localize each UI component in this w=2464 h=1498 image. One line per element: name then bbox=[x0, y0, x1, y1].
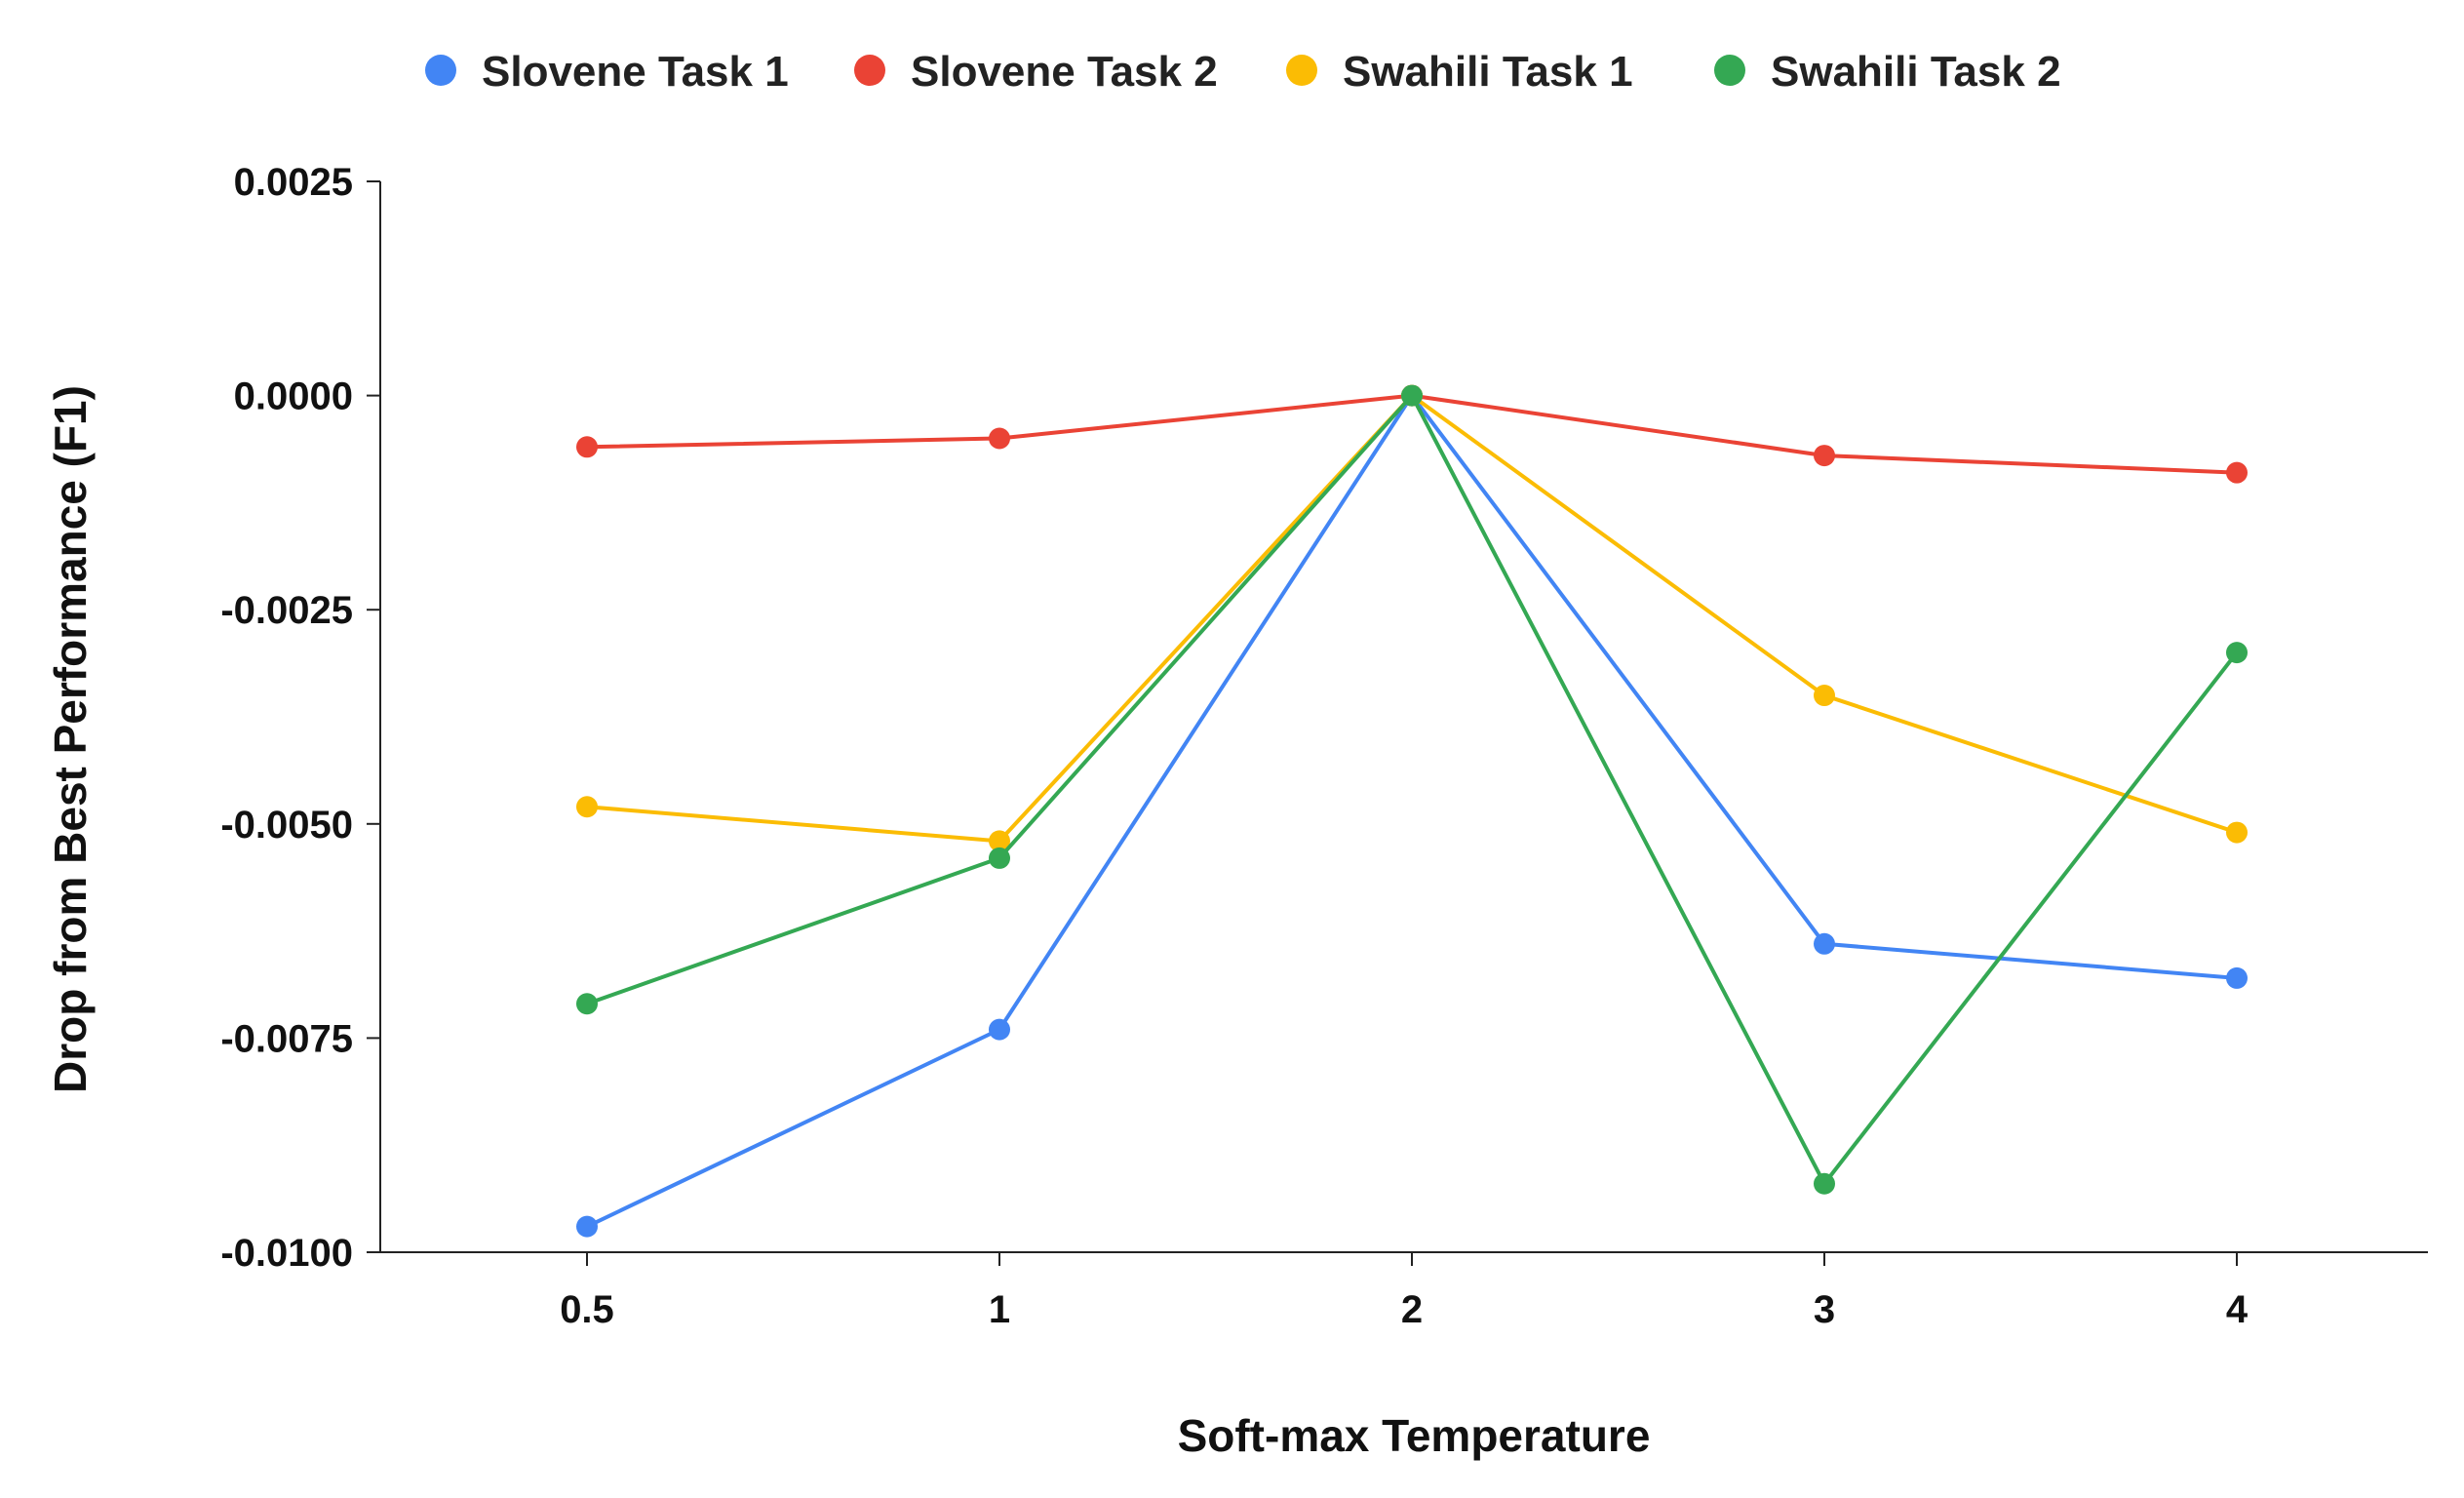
axes bbox=[379, 181, 2428, 1253]
y-tick-label: -0.0100 bbox=[220, 1232, 353, 1275]
data-point bbox=[1814, 445, 1835, 467]
data-point bbox=[2226, 966, 2248, 989]
series-slovene-task-1 bbox=[576, 384, 2248, 1238]
y-tick-label: 0.0025 bbox=[234, 161, 353, 204]
series-swahili-task-1 bbox=[576, 384, 2248, 852]
y-tick-label: 0.0000 bbox=[234, 375, 353, 418]
legend: Slovene Task 1 Slovene Task 2 Swahili Task… bbox=[425, 48, 2061, 96]
y-axis-title: Drop from Best Performance (F1) bbox=[45, 385, 96, 1093]
x-tick-label: 3 bbox=[1814, 1288, 1835, 1331]
data-point bbox=[1814, 685, 1835, 707]
x-axis-title: Soft-max Temperature bbox=[1178, 1410, 1651, 1461]
series-line bbox=[586, 393, 2239, 1186]
series-line bbox=[586, 393, 2238, 475]
data-point bbox=[989, 830, 1010, 852]
data-point bbox=[576, 1215, 598, 1238]
legend-item: Slovene Task 1 bbox=[425, 48, 789, 96]
data-point bbox=[2226, 461, 2248, 484]
legend-marker bbox=[1286, 55, 1317, 86]
y-axis-ticks: 0.0025 0.0000 -0.0025 -0.0050 -0.0075 -0.0100 bbox=[220, 161, 380, 1275]
legend-item: Slovene Task 2 bbox=[854, 48, 1218, 96]
x-axis-ticks: 0.5 1 2 3 4 bbox=[560, 1252, 2249, 1331]
legend-marker bbox=[425, 55, 456, 86]
legend-label: Swahili Task 1 bbox=[1343, 48, 1633, 96]
data-point bbox=[989, 1018, 1010, 1041]
series-line bbox=[586, 393, 2238, 1229]
data-point bbox=[989, 847, 1010, 869]
data-point bbox=[1814, 1172, 1835, 1195]
legend-label: Slovene Task 1 bbox=[482, 48, 789, 96]
legend-label: Swahili Task 2 bbox=[1771, 48, 2061, 96]
legend-label: Slovene Task 2 bbox=[911, 48, 1218, 96]
legend-item: Swahili Task 2 bbox=[1714, 48, 2061, 96]
data-point bbox=[1401, 384, 1423, 407]
data-point bbox=[2226, 642, 2248, 664]
series-swahili-task-2 bbox=[576, 384, 2248, 1195]
data-point bbox=[2226, 821, 2248, 844]
y-tick-label: -0.0075 bbox=[220, 1017, 353, 1060]
series-layer bbox=[576, 384, 2248, 1238]
data-point bbox=[576, 796, 598, 818]
data-point bbox=[989, 427, 1010, 450]
x-tick-label: 4 bbox=[2226, 1288, 2249, 1331]
data-point bbox=[576, 993, 598, 1015]
x-tick-label: 2 bbox=[1401, 1288, 1423, 1331]
x-tick-label: 0.5 bbox=[560, 1288, 614, 1331]
legend-item: Swahili Task 1 bbox=[1286, 48, 1633, 96]
data-point bbox=[1814, 932, 1835, 955]
y-tick-label: -0.0025 bbox=[220, 589, 353, 632]
data-point bbox=[576, 436, 598, 458]
legend-marker bbox=[854, 55, 885, 86]
x-tick-label: 1 bbox=[989, 1288, 1010, 1331]
y-tick-label: -0.0050 bbox=[220, 804, 353, 847]
legend-marker bbox=[1714, 55, 1745, 86]
